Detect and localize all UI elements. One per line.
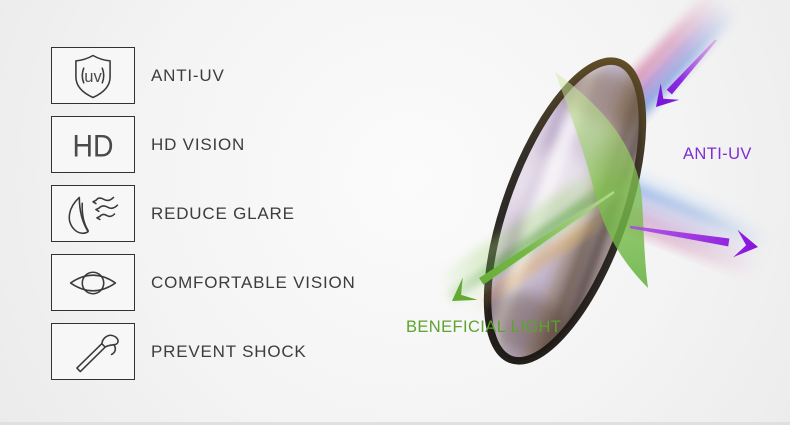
incoming-uv-arrow xyxy=(656,39,717,107)
feature-row-reduce-glare: REDUCE GLARE xyxy=(51,185,356,242)
feature-label: COMFORTABLE VISION xyxy=(151,272,356,292)
feature-label: HD VISION xyxy=(151,134,246,154)
hammer-icon xyxy=(51,323,135,380)
hd-icon: HD xyxy=(51,116,135,173)
anti-uv-label: ANTI-UV xyxy=(683,145,752,163)
bottom-edge-divider xyxy=(0,422,790,425)
lens-light-diagram: ANTI-UV BENEFICIAL LIGHT xyxy=(400,0,790,425)
feature-row-prevent-shock: PREVENT SHOCK xyxy=(51,323,356,380)
feature-label: ANTI-UV xyxy=(151,65,225,85)
feature-label: PREVENT SHOCK xyxy=(151,341,307,361)
eye-icon xyxy=(51,254,135,311)
feature-label: REDUCE GLARE xyxy=(151,203,295,223)
hd-icon-text: HD xyxy=(73,128,114,163)
reduce-glare-icon xyxy=(51,185,135,242)
feature-row-anti-uv: uv ANTI-UV xyxy=(51,47,356,104)
uv-shield-icon: uv xyxy=(51,47,135,104)
feature-list: uv ANTI-UV HD HD VISION xyxy=(51,47,356,392)
reflected-uv-arrow xyxy=(629,225,758,258)
uv-icon-text: uv xyxy=(84,66,102,85)
feature-row-comfortable-vision: COMFORTABLE VISION xyxy=(51,254,356,311)
lens-illustration xyxy=(440,0,776,380)
beneficial-light-arrow xyxy=(452,191,615,301)
feature-row-hd-vision: HD HD VISION xyxy=(51,116,356,173)
lens-coating-crescent xyxy=(555,72,648,288)
beneficial-light-label: BENEFICIAL LIGHT xyxy=(406,318,562,336)
